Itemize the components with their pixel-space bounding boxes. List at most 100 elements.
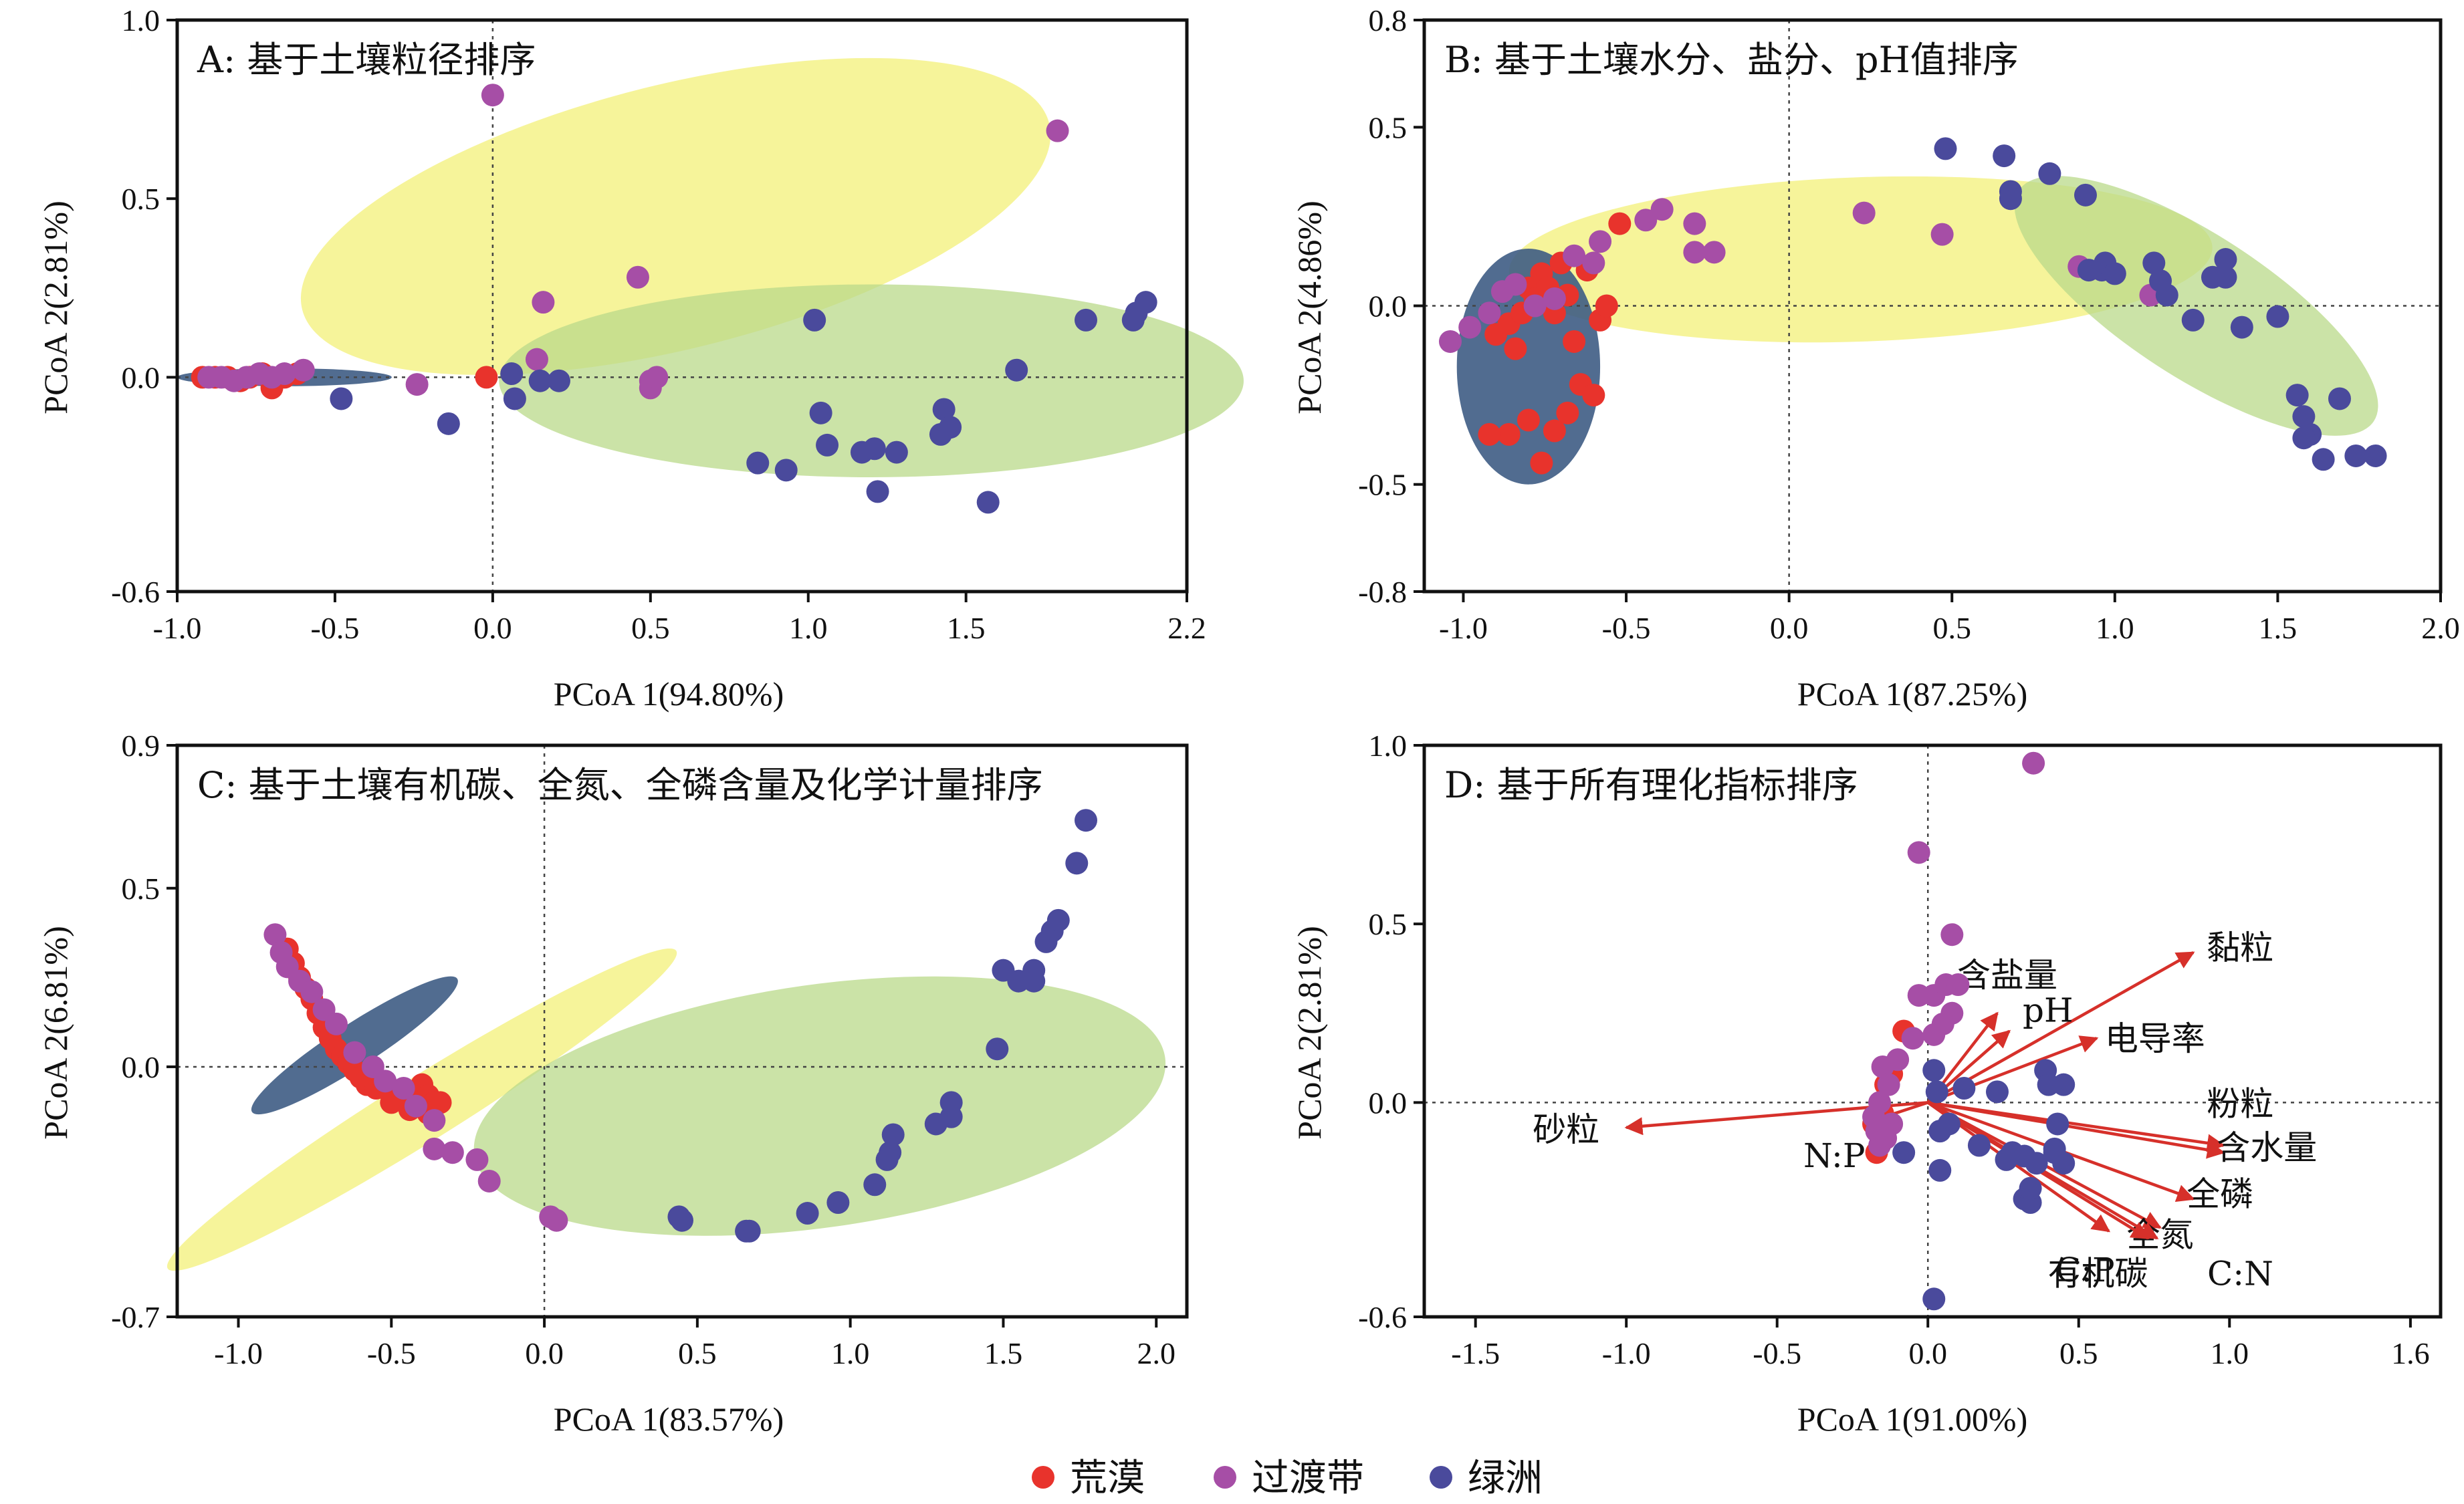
panel-a-point-transition: [292, 358, 315, 382]
panel-d-point-oasis: [1985, 1080, 2009, 1104]
panel-a-point-transition: [405, 373, 429, 396]
panel-d-point-transition: [1868, 1134, 1892, 1157]
panel-b-point-desert: [1556, 401, 1579, 424]
panel-c-point-transition: [300, 980, 324, 1003]
panel-d-point-oasis: [1892, 1141, 1916, 1164]
legend-marker-transition: [1214, 1466, 1236, 1489]
panel-b-point-transition: [1589, 230, 1612, 253]
panel-c-point-oasis: [1046, 908, 1070, 932]
panel-b-point-oasis: [2364, 444, 2387, 467]
panel-a-point-transition: [532, 291, 555, 314]
panel-d-point-oasis: [1967, 1134, 1991, 1157]
panel-b-xtick-label: 1.0: [2096, 611, 2134, 645]
panel-c-point-oasis: [826, 1191, 850, 1214]
panel-c-point-oasis: [881, 1123, 905, 1146]
panel-a-point-transition: [626, 265, 649, 289]
panel-c-point-transition: [423, 1137, 446, 1160]
panel-b-point-oasis: [2181, 308, 2205, 332]
panel-a-point-oasis: [932, 398, 956, 421]
panel-b-point-desert: [1582, 384, 1605, 407]
panel-a-point-oasis: [866, 480, 889, 503]
panel-c-point-oasis: [986, 1037, 1009, 1061]
panel-a-point-oasis: [1134, 291, 1157, 314]
panel-d-vector-label: N:P: [1803, 1136, 1865, 1175]
panel-a-point-oasis: [746, 451, 770, 475]
panel-c-point-transition: [374, 1070, 397, 1093]
panel-c-xtick-label: 0.0: [525, 1336, 564, 1370]
panel-d-point-transition: [2022, 751, 2045, 775]
panel-d-xtick-label: -1.5: [1451, 1336, 1500, 1370]
panel-d-point-oasis: [2052, 1073, 2076, 1096]
panel-d-vector-label: pH: [2023, 991, 2074, 1030]
panel-b-point-transition: [1504, 273, 1527, 296]
panel-a-xtick-label: 1.5: [947, 611, 986, 645]
panel-b-point-transition: [1634, 209, 1658, 232]
panel-d-xtick-label: -1.0: [1602, 1336, 1651, 1370]
panel-a-xtick-label: 1.0: [789, 611, 828, 645]
panel-b-xtick-label: -1.0: [1439, 611, 1488, 645]
panel-b-xtick-label: 0.5: [1932, 611, 1971, 645]
panel-b-point-transition: [1683, 212, 1706, 235]
panel-b-point-oasis: [1993, 144, 2016, 168]
panel-d-point-transition: [1880, 1112, 1904, 1136]
panel-d-xtick-label: 1.6: [2391, 1336, 2430, 1370]
panel-b-point-oasis: [2142, 251, 2166, 275]
panel-c-point-transition: [545, 1209, 568, 1232]
panel-a-point-oasis: [976, 491, 1000, 514]
panel-d-ytick-label: 1.0: [1369, 729, 1408, 763]
panel-b-xlabel: PCoA 1(87.25%): [1797, 675, 2027, 713]
panel-c-point-oasis: [1065, 852, 1089, 875]
panel-b-point-desert: [1563, 330, 1586, 353]
legend-marker-desert: [1032, 1466, 1054, 1489]
panel-d-point-oasis: [2052, 1152, 2076, 1175]
panel-b-ytick-label: 0.8: [1369, 3, 1408, 37]
panel-a-point-oasis: [1005, 358, 1028, 382]
panel-b-point-transition: [1582, 251, 1605, 275]
panel-d-ticks: -1.5 -1.0 -0.5 0.0 0.5 1.0 1.6 -0.6 0.0 0.5 1.0: [1358, 729, 2429, 1370]
panel-b-ytick-label: 0.0: [1369, 289, 1408, 324]
panel-d-vector-label: C:P: [2055, 1251, 2115, 1289]
panel-c-title: C: 基于土壤有机碳、全氮、全磷含量及化学计量排序: [197, 764, 1043, 806]
panel-d-vector-label: 全磷: [2187, 1175, 2253, 1214]
panel-b-point-oasis: [2292, 426, 2316, 450]
panel-a-point-transition: [1046, 119, 1069, 142]
panel-d-xlabel: PCoA 1(91.00%): [1797, 1400, 2027, 1438]
panel-b-reference-lines: [1424, 20, 2441, 592]
panel-a-xtick-label: -0.5: [311, 611, 360, 645]
panel-a-ytick-label: 0.0: [122, 360, 160, 394]
panel-d-xtick-label: 0.5: [2059, 1336, 2098, 1370]
panel-b-point-oasis: [2038, 162, 2061, 185]
panel-b-points: [1438, 137, 2387, 475]
panel-d-frame: [1422, 743, 2443, 1319]
panel-b-ylabel: PCoA 2(4.86%): [1291, 201, 1328, 414]
panel-d-point-oasis: [2025, 1152, 2048, 1175]
panel-c-xtick-label: -1.0: [214, 1336, 263, 1370]
panel-b-point-oasis: [2230, 316, 2253, 339]
panel-d-ylabel: PCoA 2(2.81%): [1291, 926, 1328, 1139]
panel-d-vector-arrow: [1927, 951, 2195, 1104]
legend-label-transition: 过渡带: [1252, 1457, 1364, 1500]
panel-d-vector-label: 粉粒: [2207, 1085, 2273, 1124]
panel-d-vector-arrow: [1927, 1101, 2225, 1159]
panel-d-vector-label: 黏粒: [2207, 928, 2273, 967]
panel-a-ytick-label: 1.0: [122, 3, 160, 37]
panel-a-title: A: 基于土壤粒径排序: [197, 39, 536, 81]
panel-c-point-transition: [324, 1012, 348, 1035]
panel-b-ytick-label: -0.8: [1358, 575, 1407, 609]
panel-a-ylabel: PCoA 2(2.81%): [37, 201, 74, 414]
panel-a-ellipse-transition: [300, 57, 1051, 375]
panel-d-xtick-label: 1.0: [2211, 1336, 2249, 1370]
panel-a-point-transition: [525, 348, 548, 371]
panel-b-point-oasis: [2103, 262, 2126, 285]
panel-b-point-transition: [1478, 301, 1501, 325]
panel-d-vector-label: 有机碳: [2047, 1254, 2148, 1293]
panel-a-point-oasis: [547, 369, 570, 392]
panel-a-point-oasis: [885, 441, 908, 464]
panel-b-point-transition: [1563, 244, 1586, 267]
panel-b-point-transition: [1702, 241, 1726, 264]
panel-b: -1.0 -0.5 0.0 0.5 1.0 1.5 2.0 -0.8 -0.5 0.0 0.5 0.8…: [1291, 3, 2460, 713]
panel-a-frame: [175, 18, 1189, 594]
panel-b-point-oasis: [1999, 187, 2022, 211]
panel-c-point-transition: [423, 1109, 446, 1132]
panel-c-point-transition: [441, 1141, 464, 1164]
